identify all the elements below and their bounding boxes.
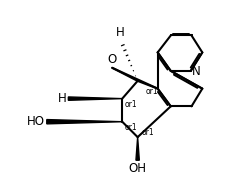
Text: H: H (116, 25, 125, 39)
Text: H: H (58, 92, 67, 105)
Polygon shape (136, 137, 139, 160)
Polygon shape (68, 97, 122, 100)
Polygon shape (47, 120, 122, 124)
Text: or1: or1 (142, 128, 154, 137)
Text: or1: or1 (124, 100, 137, 109)
Text: or1: or1 (145, 87, 158, 96)
Text: HO: HO (27, 115, 45, 128)
Text: N: N (192, 65, 201, 78)
Text: O: O (108, 53, 117, 66)
Text: OH: OH (129, 162, 147, 175)
Text: or1: or1 (124, 123, 137, 132)
